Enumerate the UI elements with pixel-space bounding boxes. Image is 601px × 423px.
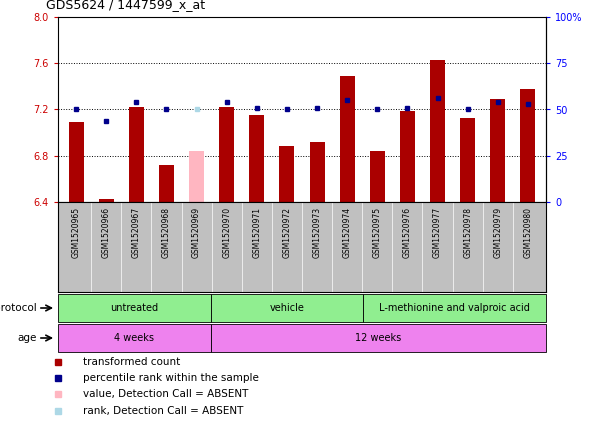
Bar: [129, 107, 144, 202]
Bar: [189, 151, 204, 202]
Bar: [310, 142, 325, 202]
Text: GSM1520978: GSM1520978: [463, 206, 472, 258]
Text: GDS5624 / 1447599_x_at: GDS5624 / 1447599_x_at: [46, 0, 205, 11]
Text: GSM1520973: GSM1520973: [313, 206, 322, 258]
Bar: [430, 60, 445, 202]
Bar: [219, 107, 234, 202]
Bar: [58, 294, 210, 322]
Text: age: age: [17, 333, 37, 343]
Text: GSM1520980: GSM1520980: [523, 206, 532, 258]
Text: GSM1520968: GSM1520968: [162, 206, 171, 258]
Bar: [460, 118, 475, 202]
Text: untreated: untreated: [110, 303, 158, 313]
Bar: [58, 324, 210, 352]
Bar: [69, 122, 84, 202]
Text: GSM1520971: GSM1520971: [252, 206, 261, 258]
Bar: [363, 294, 546, 322]
Bar: [400, 111, 415, 202]
Text: GSM1520979: GSM1520979: [493, 206, 502, 258]
Text: rank, Detection Call = ABSENT: rank, Detection Call = ABSENT: [83, 406, 243, 415]
Text: GSM1520976: GSM1520976: [403, 206, 412, 258]
Text: GSM1520975: GSM1520975: [373, 206, 382, 258]
Text: GSM1520967: GSM1520967: [132, 206, 141, 258]
Text: GSM1520972: GSM1520972: [282, 206, 291, 258]
Text: 4 weeks: 4 weeks: [114, 333, 154, 343]
Text: transformed count: transformed count: [83, 357, 180, 367]
Text: GSM1520977: GSM1520977: [433, 206, 442, 258]
Bar: [210, 294, 363, 322]
Bar: [159, 165, 174, 202]
Bar: [210, 324, 546, 352]
Text: GSM1520965: GSM1520965: [72, 206, 81, 258]
Text: vehicle: vehicle: [269, 303, 304, 313]
Text: L-methionine and valproic acid: L-methionine and valproic acid: [379, 303, 530, 313]
Text: percentile rank within the sample: percentile rank within the sample: [83, 373, 259, 383]
Bar: [520, 89, 535, 202]
Text: protocol: protocol: [0, 303, 37, 313]
Bar: [279, 146, 294, 202]
Text: GSM1520966: GSM1520966: [102, 206, 111, 258]
Bar: [99, 198, 114, 202]
Text: 12 weeks: 12 weeks: [355, 333, 401, 343]
Text: GSM1520970: GSM1520970: [222, 206, 231, 258]
Bar: [490, 99, 505, 202]
Text: GSM1520974: GSM1520974: [343, 206, 352, 258]
Bar: [370, 151, 385, 202]
Text: value, Detection Call = ABSENT: value, Detection Call = ABSENT: [83, 389, 248, 399]
Bar: [249, 115, 264, 202]
Text: GSM1520969: GSM1520969: [192, 206, 201, 258]
Bar: [340, 76, 355, 202]
